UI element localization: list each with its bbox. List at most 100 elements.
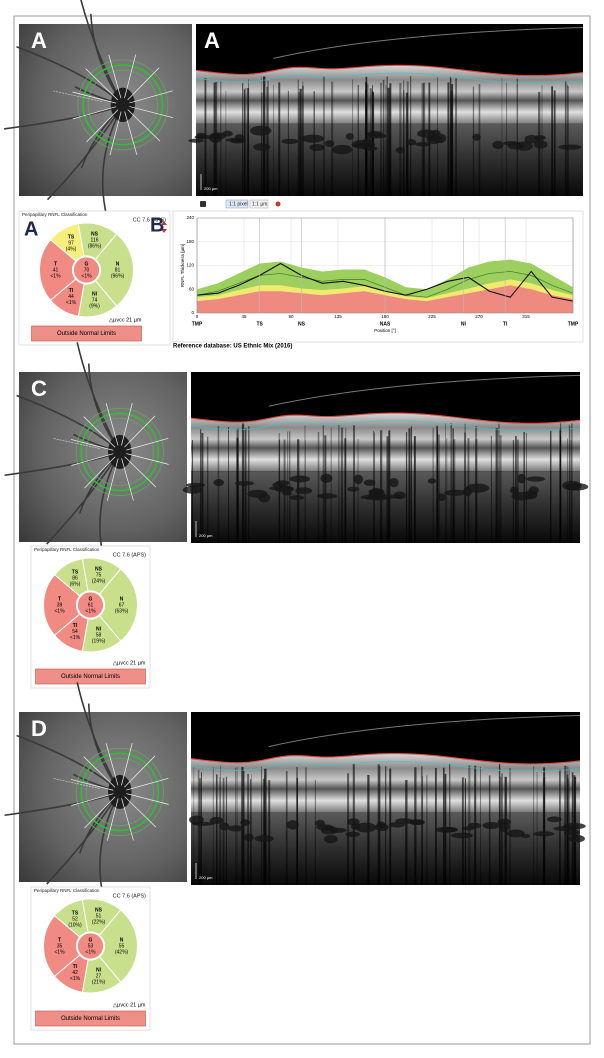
x-tick-label: 0 [196,314,199,319]
choroid-vessel [546,816,562,823]
choroid-vessel [209,816,224,825]
sector-name: N [120,596,124,602]
sector-percentile: <1% [50,273,61,279]
sector-percentile: (96%) [111,273,125,279]
panel-label: A [204,28,220,53]
x-tick-label: 180 [381,314,389,319]
sector-line [126,777,169,791]
oct-scan [182,372,589,543]
sector-line [106,458,119,501]
x-tick-label: 315 [522,314,530,319]
sector-percentile: <1% [54,949,65,955]
choroid-vessel [243,833,254,842]
choroid-vessel [553,826,577,832]
sector-line [106,798,119,841]
panel-label: A [24,218,38,240]
model-label: CC 7.6 (APS) [113,552,146,558]
choroid-vessel [565,483,589,491]
classification-title: Peripapillary RNFL Classification [22,212,88,217]
sector-line [127,67,160,101]
choroid-vessel [502,141,520,146]
sector-line [83,756,116,788]
choroid-vessel [316,824,334,831]
optic-disc [108,774,132,809]
choroid-vessel [511,491,533,501]
sector-tick-label: TMP [192,321,203,327]
sector-thickness: 55 [119,943,125,949]
sector-line [72,91,117,104]
sector [98,909,138,983]
optic-disc [110,87,135,123]
choroid-vessel [355,822,377,833]
choroid-vessel [222,130,233,137]
tool-icon [275,201,281,207]
y-tick-label: 120 [186,263,194,268]
y-tick-label: 240 [186,215,194,220]
choroid-vessel [317,493,338,499]
global-name: G [89,596,93,602]
sector-percentile: <1% [70,976,81,982]
sector-line [127,109,161,142]
result-label: Outside Normal Limits [57,331,116,337]
zoom-label: 1:1 pixel [229,201,248,207]
sector-line [72,106,117,120]
global-name: G [85,261,89,267]
sector-name: TI [73,623,78,629]
choroid-vessel [506,829,525,838]
choroid-vessel [427,478,437,484]
scan-circle [87,69,158,140]
x-tick-label: 90 [288,314,294,319]
oct-scan [188,712,586,885]
choroid-vessel [295,487,313,495]
retina-layers [191,413,580,472]
choroid-vessel [564,829,580,836]
sector-line [71,793,114,806]
sector-thickness: 67 [119,602,125,608]
result-box [31,325,142,342]
global-thickness: 70 [84,267,90,273]
sector-percentile: (63%) [115,608,129,614]
sector-percentile: <1% [54,608,65,614]
choroid-vessel [281,138,299,145]
sector-line [124,111,138,155]
sector-thickness: 42 [72,970,78,976]
result-box [35,1010,146,1027]
sector-line [129,106,174,119]
sector-name: TS [72,910,79,916]
sector-name: T [58,596,61,602]
global-percentile: <1% [85,949,96,955]
rnfl-line [190,760,581,773]
vcc-label: △µvcc 21 µm [109,317,142,323]
sector-percentile: (9%) [89,303,100,309]
sector-thickness: 44 [68,294,74,300]
choroid-vessel [247,489,268,498]
sector-thickness: 58 [96,632,102,638]
scale-label: 200 µm [199,533,213,538]
sector-percentile: (24%) [92,578,106,584]
sector-line [124,54,136,99]
sector-thickness: 41 [53,267,59,273]
zoom-button [225,199,249,209]
choroid-vessel [524,134,539,144]
sector-line [105,403,119,446]
sector-thickness: 116 [91,237,99,243]
ilm-line [195,64,584,77]
choroid-vessel [329,827,347,833]
choroid-vessel [182,485,204,494]
sector-name: NI [96,626,102,632]
sector-thickness: 81 [115,267,121,273]
choroid-vessel [526,476,546,482]
choroid-vessel [225,137,247,143]
fundus-image [4,342,187,564]
sector-line [124,755,156,788]
sector-line [121,458,134,501]
choroid-vessel [472,133,481,141]
sector-line [126,453,169,465]
panel-label: A [31,28,47,53]
choroid-vessel [395,147,406,154]
choroid-vessel [415,142,431,147]
sector-thickness: 39 [57,602,63,608]
sector-thickness: 97 [68,240,74,246]
x-tick-label: 270 [475,314,483,319]
